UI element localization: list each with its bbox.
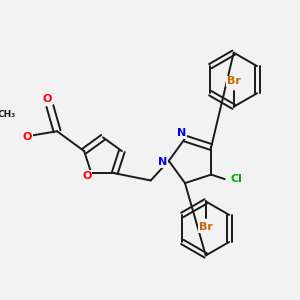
Text: O: O: [23, 132, 32, 142]
Text: Br: Br: [227, 76, 241, 86]
Text: Br: Br: [199, 222, 213, 232]
Text: N: N: [158, 157, 167, 167]
Text: O: O: [82, 171, 92, 181]
Text: CH₃: CH₃: [0, 110, 16, 118]
Text: N: N: [177, 128, 186, 138]
Text: Cl: Cl: [230, 174, 242, 184]
Text: O: O: [43, 94, 52, 104]
